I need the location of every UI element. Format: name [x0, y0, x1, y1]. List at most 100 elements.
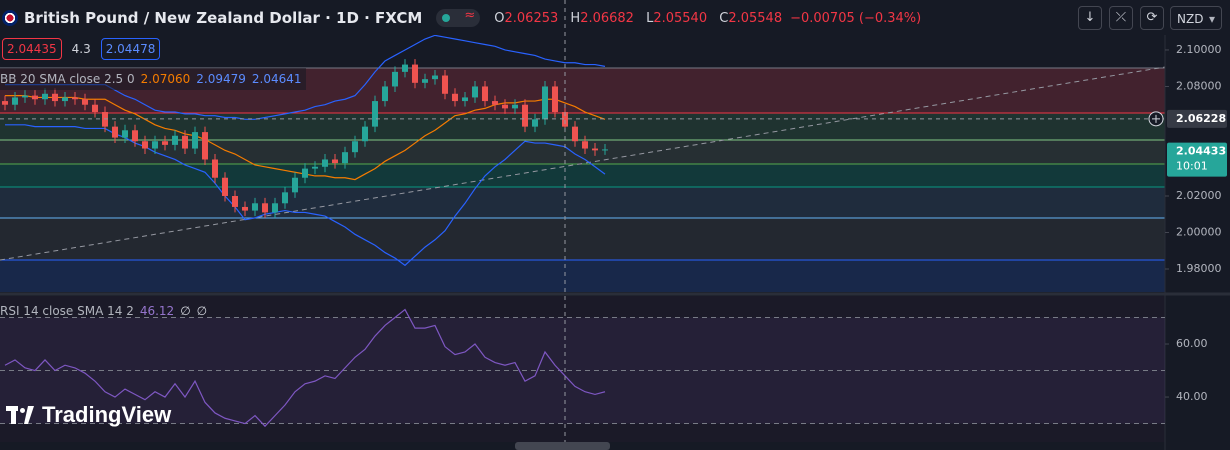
- logo: [6, 406, 36, 424]
- candle-body: [542, 86, 548, 120]
- candle-body: [22, 95, 28, 98]
- candle-body: [312, 166, 318, 169]
- bid[interactable]: 2.04435: [2, 38, 62, 60]
- candle-body: [602, 149, 608, 151]
- rsi-pane: [0, 296, 1165, 442]
- candle-body: [112, 126, 118, 138]
- quote-row: 2.04435 4.3 2.04478: [2, 36, 161, 62]
- candle-body: [82, 99, 88, 105]
- indicator-line: [4, 308, 606, 428]
- ask[interactable]: 2.04478: [100, 38, 161, 60]
- candle-body: [72, 97, 78, 100]
- ohlc-value: 2.06253: [504, 10, 559, 26]
- scroll-button[interactable]: ↓: [1078, 6, 1102, 30]
- y-tick-label: 2.02000: [1176, 189, 1222, 202]
- candle-body: [302, 168, 308, 178]
- legend-value: ∅: [180, 304, 191, 318]
- candle-body: [212, 159, 218, 178]
- candle-body: [142, 141, 148, 149]
- candle-body: [152, 141, 158, 149]
- candle-body: [352, 141, 358, 153]
- candle-body: [372, 101, 378, 127]
- candle-body: [232, 195, 238, 207]
- candle-body: [442, 75, 448, 94]
- candle-body: [572, 126, 578, 142]
- ohlc-key: H: [570, 10, 581, 26]
- candle-body: [532, 119, 538, 127]
- candle-body: [472, 86, 478, 98]
- y-tick-label: 1.98000: [1176, 262, 1222, 275]
- watermark: TradingView: [6, 402, 171, 428]
- rsi-band: [0, 317, 1165, 424]
- ohlc-value: 2.06682: [580, 10, 634, 26]
- y-tick-label: 40.00: [1176, 390, 1208, 403]
- ohlc: O2.06253 H2.06682 L2.05540 C2.05548: [494, 11, 790, 26]
- candle-body: [132, 130, 138, 142]
- candle-body: [562, 112, 568, 127]
- market-toggle[interactable]: [436, 8, 481, 27]
- price-pane: [2, 35, 608, 267]
- change: −0.00705 (−0.34%): [790, 10, 922, 26]
- candle-body: [322, 159, 328, 167]
- candle-body: [452, 93, 458, 102]
- candle-body: [342, 152, 348, 164]
- currency-select[interactable]: NZD: [1170, 6, 1222, 31]
- candle-body: [32, 95, 38, 100]
- screenshot-button[interactable]: ⟳: [1140, 6, 1164, 30]
- axes: 2.10000 2.08000 2.02000 2.00000 1.98000 2.062…: [0, 43, 1227, 403]
- symbol-icon: [2, 10, 18, 26]
- zones: [0, 66, 1166, 292]
- price-label: 2.04433: [1176, 145, 1226, 158]
- y-tick-label: 60.00: [1176, 337, 1208, 350]
- fullscreen-button[interactable]: ⤫: [1109, 6, 1133, 30]
- candle-body: [522, 104, 528, 127]
- legend-value: ∅: [196, 304, 208, 318]
- ohlc-key: O: [494, 10, 505, 26]
- bb-legend: BB 20 SMA close 2.5 0 2.07060 2.09479 2.…: [0, 68, 306, 90]
- candle-body: [292, 177, 298, 193]
- y-tick-label: 2.08000: [1176, 79, 1222, 92]
- candle-body: [172, 135, 178, 145]
- candle-body: [92, 104, 98, 113]
- candle-body: [282, 192, 288, 204]
- ohlc-value: 2.05540: [653, 10, 708, 26]
- price-label-box: [1167, 109, 1227, 128]
- indicator-name: BB 20 SMA close 2.5 0: [0, 72, 135, 86]
- candle-body: [182, 135, 188, 149]
- ohlc-value: 2.05548: [728, 10, 783, 26]
- candle-body: [432, 75, 438, 80]
- candle-body: [412, 64, 418, 83]
- ohlc-key: C: [719, 10, 729, 26]
- candle-body: [552, 86, 558, 113]
- header: British Pound / New Zealand Dollar · 1D …: [2, 4, 921, 32]
- candle-body: [482, 86, 488, 102]
- candle-body: [582, 141, 588, 149]
- candle-body: [52, 93, 58, 102]
- candle-body: [422, 79, 428, 83]
- candle-body: [222, 177, 228, 196]
- candle-body: [122, 130, 128, 138]
- rsi-plot: [0, 308, 1165, 428]
- candle-body: [42, 93, 48, 100]
- legend-value: 2.07060: [140, 72, 191, 86]
- legend-value: 2.04641: [251, 72, 302, 86]
- symbol-title[interactable]: British Pound / New Zealand Dollar · 1D …: [24, 9, 423, 27]
- candle-body: [102, 112, 108, 127]
- candle-body: [392, 71, 398, 87]
- candle-body: [242, 206, 248, 211]
- price-label-box: [1167, 142, 1227, 177]
- candle-body: [262, 203, 268, 213]
- candle-body: [492, 101, 498, 105]
- candle-body: [62, 97, 68, 102]
- y-tick-label: 2.10000: [1176, 43, 1222, 56]
- scrollbar[interactable]: [515, 442, 610, 450]
- candle-body: [512, 104, 518, 109]
- legend-value: 46.12: [139, 304, 175, 318]
- countdown-label: 10:01: [1176, 160, 1208, 173]
- candle-body: [362, 126, 368, 142]
- price-label: 2.06228: [1176, 112, 1226, 125]
- candle-body: [202, 132, 208, 160]
- add-alert-plus: [1152, 114, 1160, 123]
- legend-value: 2.09479: [196, 72, 246, 86]
